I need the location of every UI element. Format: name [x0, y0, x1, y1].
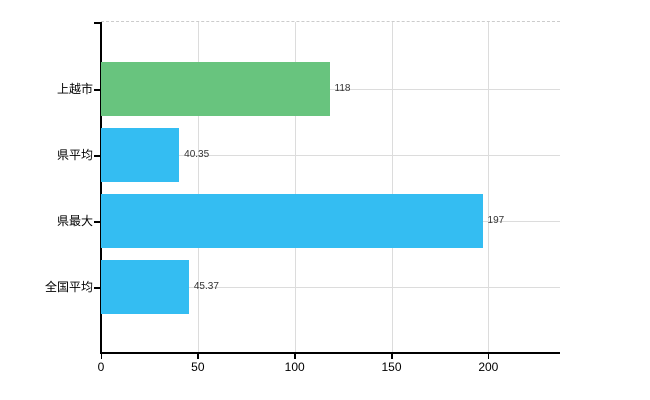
y-axis-top-tick — [94, 22, 101, 24]
y-gridline — [101, 155, 560, 156]
value-label: 118 — [334, 83, 351, 94]
y-axis-tick — [94, 89, 101, 91]
x-gridline — [197, 22, 199, 352]
x-gridline — [294, 22, 296, 352]
x-axis-line — [100, 352, 560, 354]
x-tick-label: 0 — [97, 360, 105, 374]
bar — [101, 128, 180, 182]
x-tick-label: 100 — [284, 360, 305, 374]
y-gridline — [101, 287, 560, 288]
category-label: 県平均 — [56, 148, 93, 162]
x-axis-tick — [391, 353, 393, 359]
x-axis-tick — [197, 353, 199, 359]
x-axis-tick — [100, 353, 102, 359]
x-tick-label: 50 — [191, 360, 205, 374]
bar — [101, 194, 483, 248]
x-gridline — [488, 22, 490, 352]
y-gridline — [101, 89, 560, 90]
x-tick-label: 150 — [381, 360, 402, 374]
x-axis-tick — [294, 353, 296, 359]
x-gridline — [391, 22, 393, 352]
bar-row: 全国平均 45.37 — [0, 260, 650, 314]
bar — [101, 62, 330, 116]
bar-row: 県最大 197 — [0, 194, 650, 248]
y-axis-line — [100, 22, 102, 353]
category-label: 全国平均 — [44, 280, 93, 294]
category-label: 上越市 — [56, 82, 93, 96]
value-label: 197 — [487, 215, 505, 226]
category-label: 県最大 — [56, 214, 93, 228]
bar-row: 県平均 40.35 — [0, 128, 650, 182]
y-axis-tick — [94, 155, 101, 157]
x-axis-tick — [487, 353, 490, 359]
value-label: 40.35 — [184, 149, 210, 160]
y-axis-tick — [94, 287, 101, 289]
x-tick-label: 200 — [478, 360, 499, 374]
y-axis-tick — [94, 221, 101, 223]
bar-row: 上越市 118 — [0, 62, 650, 116]
bar — [101, 260, 189, 314]
value-label: 45.37 — [193, 281, 219, 292]
plot-top-border — [101, 21, 560, 22]
